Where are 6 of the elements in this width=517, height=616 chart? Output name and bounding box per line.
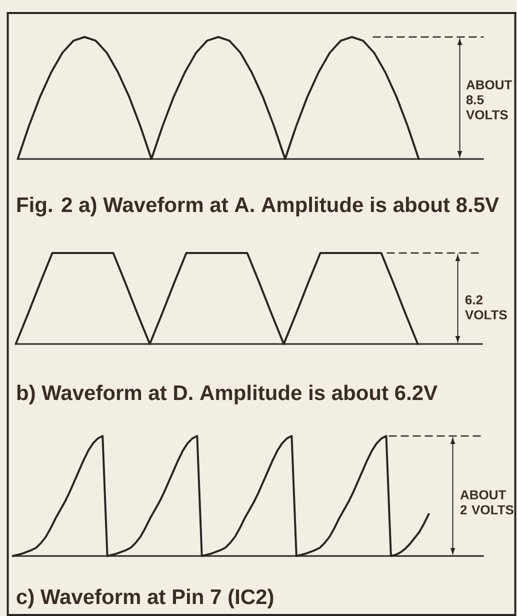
text: ABOUT 2 VOLTS bbox=[460, 490, 514, 514]
text: b) Waveform at D. Amplitude is about 6.2V bbox=[17, 384, 438, 404]
text: ABOUT 8.5 VOLTS bbox=[466, 80, 512, 120]
text: c) Waveform at Pin 7 (IC2) bbox=[16, 588, 274, 608]
text: Fig. 2 a) Waveform at A. Amplitude is about 8.5V bbox=[17, 196, 500, 216]
text: 6.2 VOLTS bbox=[465, 295, 507, 320]
